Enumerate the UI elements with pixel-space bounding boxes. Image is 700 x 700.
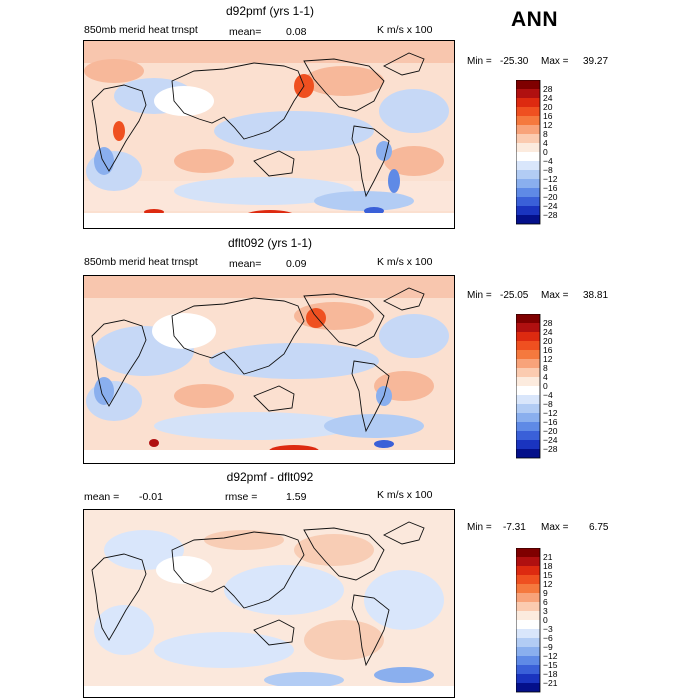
panel-1-units: K m/s x 100	[377, 24, 433, 36]
panel-1-max-label: Max =	[541, 56, 569, 67]
panel-3-level-14: −18	[543, 669, 558, 679]
panel-2-level-14: −24	[543, 435, 558, 445]
panel-2-variable-label: 850mb merid heat trnspt	[84, 256, 198, 268]
panel-2-coastlines	[91, 287, 425, 433]
panel-1-field	[84, 41, 454, 228]
panel-1-level-14: −24	[543, 201, 558, 211]
panel-1-level-7: 4	[543, 138, 548, 148]
panel-3-level-15: −21	[543, 678, 558, 688]
panel-3-min-label: Min =	[467, 522, 492, 533]
panel-1-level-13: −20	[543, 192, 558, 202]
panel-1-level-9: −4	[543, 156, 553, 166]
panel-2-colorbar-swatches	[516, 314, 541, 459]
panel-2-map	[83, 275, 455, 464]
panel-2-level-11: −12	[543, 408, 558, 418]
panel-1-variable-label: 850mb merid heat trnspt	[84, 24, 198, 36]
panel-3-mean-value: -0.01	[139, 491, 163, 503]
panel-2-max-label: Max =	[541, 290, 569, 301]
panel-2-min-label: Min =	[467, 290, 492, 301]
panel-1-colorbar: 28 24 20 16 12 8 4 0 −4 −8 −12 −16 −20 −…	[516, 80, 576, 230]
panel-3-level-10: −6	[543, 633, 553, 643]
panel-1-mean-value: 0.08	[286, 26, 307, 38]
panel-1-colorbar-swatches	[516, 80, 541, 225]
panel-1-min-label: Min =	[467, 56, 492, 67]
panel-1-level-12: −16	[543, 183, 558, 193]
panel-1-level-6: 8	[543, 129, 548, 139]
panel-2-field	[84, 276, 454, 463]
panel-2-max-value: 38.81	[583, 290, 609, 301]
panel-1-max-value: 39.27	[583, 56, 609, 67]
panel-2-min-value: -25.05	[500, 290, 529, 301]
panel-3-level-3: 15	[543, 570, 553, 580]
panel-1-mean-label: mean=	[229, 26, 262, 38]
panel-2-level-4: 16	[543, 345, 553, 355]
panel-3-level-9: −3	[543, 624, 553, 634]
panel-3-rmse-value: 1.59	[286, 491, 307, 503]
panel-1-level-4: 16	[543, 111, 553, 121]
panel-1-level-3: 20	[543, 102, 553, 112]
panel-2-level-3: 20	[543, 336, 553, 346]
season-label: ANN	[511, 8, 558, 31]
panel-3-level-1: 21	[543, 552, 553, 562]
panel-3-level-2: 18	[543, 561, 553, 571]
panel-2-level-10: −8	[543, 399, 553, 409]
panel-2-mean-label: mean=	[229, 258, 262, 270]
panel-1-level-10: −8	[543, 165, 553, 175]
panel-1-coastlines	[91, 52, 425, 198]
panel-2-mean-value: 0.09	[286, 258, 307, 270]
panel-2-level-15: −28	[543, 444, 558, 454]
panel-3-level-4: 12	[543, 579, 553, 589]
panel-1-map	[83, 40, 455, 229]
panel-3-level-11: −9	[543, 642, 553, 652]
panel-2-level-6: 8	[543, 363, 548, 373]
panel-3-field	[84, 510, 454, 697]
panel-2-level-5: 12	[543, 354, 553, 364]
panel-3-coastlines	[91, 521, 425, 667]
panel-1-level-5: 12	[543, 120, 553, 130]
panel-1-title: d92pmf (yrs 1-1)	[225, 4, 315, 18]
panel-3-map	[83, 509, 455, 698]
panel-2-colorbar: 28 24 20 16 12 8 4 0 −4 −8 −12 −16 −20 −…	[516, 314, 576, 464]
panel-3-units: K m/s x 100	[377, 489, 433, 501]
panel-2-level-13: −20	[543, 426, 558, 436]
panel-3-rmse-label: rmse =	[225, 491, 258, 503]
panel-3-max-value: 6.75	[589, 522, 609, 533]
panel-2-level-9: −4	[543, 390, 553, 400]
panel-3-level-12: −12	[543, 651, 558, 661]
panel-1-level-15: −28	[543, 210, 558, 220]
panel-2-level-8: 0	[543, 381, 548, 391]
panel-2-level-12: −16	[543, 417, 558, 427]
panel-3-title: d92pmf - dflt092	[226, 470, 314, 484]
panel-1-level-11: −12	[543, 174, 558, 184]
panel-1-min-value: -25.30	[500, 56, 529, 67]
panel-3-colorbar-swatches	[516, 548, 541, 693]
panel-3-max-label: Max =	[541, 522, 569, 533]
panel-2-level-7: 4	[543, 372, 548, 382]
panel-3-colorbar: 21 18 15 12 9 6 3 0 −3 −6 −9 −12 −15 −18…	[516, 548, 576, 698]
panel-2-level-1: 28	[543, 318, 553, 328]
panel-2-level-2: 24	[543, 327, 553, 337]
panel-3-min-value: -7.31	[503, 522, 526, 533]
panel-2-title: dflt092 (yrs 1-1)	[227, 236, 313, 250]
panel-3-level-6: 6	[543, 597, 548, 607]
panel-3-level-13: −15	[543, 660, 558, 670]
panel-2-units: K m/s x 100	[377, 256, 433, 268]
panel-3-level-5: 9	[543, 588, 548, 598]
panel-3-level-8: 0	[543, 615, 548, 625]
panel-3-level-7: 3	[543, 606, 548, 616]
panel-1-level-1: 28	[543, 84, 553, 94]
panel-1-level-8: 0	[543, 147, 548, 157]
panel-1-level-2: 24	[543, 93, 553, 103]
panel-3-mean-label: mean =	[84, 491, 120, 503]
